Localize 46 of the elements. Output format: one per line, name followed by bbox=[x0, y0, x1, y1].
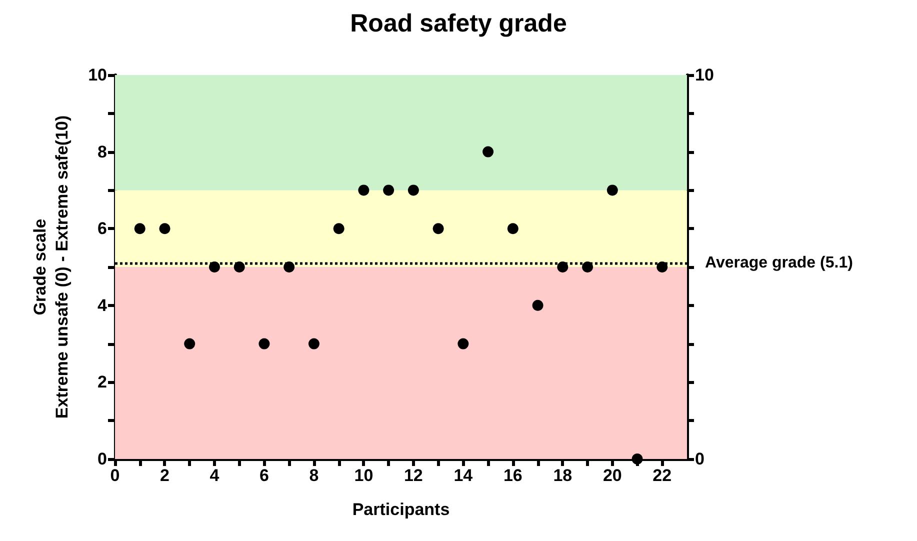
y2-tick-label: 0 bbox=[695, 450, 704, 468]
x-tick-label: 6 bbox=[259, 466, 269, 485]
y-tick-label: 10 bbox=[88, 66, 107, 84]
point bbox=[557, 262, 568, 272]
x-tick-label: 10 bbox=[354, 466, 374, 485]
point bbox=[184, 338, 196, 350]
ref-line-label: Average grade (5.1) bbox=[705, 254, 853, 272]
x-tick-label: 0 bbox=[110, 466, 120, 485]
point bbox=[507, 223, 518, 234]
x-axis-title: Participants bbox=[352, 500, 450, 519]
point bbox=[656, 262, 668, 272]
y-axis-title: Grade scale Extreme unsafe (0) - Extreme safe(10) bbox=[30, 115, 72, 419]
y-tick-label: 4 bbox=[98, 296, 108, 315]
point bbox=[284, 262, 295, 272]
point bbox=[432, 223, 444, 234]
point bbox=[458, 338, 469, 350]
point bbox=[234, 262, 245, 272]
x-tick-label: 8 bbox=[309, 466, 319, 485]
y-tick-label: 6 bbox=[98, 219, 107, 238]
chart-title: Road safety grade bbox=[350, 10, 567, 38]
x-tick-label: 16 bbox=[503, 466, 522, 485]
point bbox=[159, 223, 170, 234]
y-tick-label: 8 bbox=[98, 142, 107, 162]
point bbox=[358, 184, 370, 196]
x-tick-label: 4 bbox=[210, 466, 220, 485]
point bbox=[208, 262, 220, 272]
point bbox=[333, 223, 344, 234]
y-tick-label: 0 bbox=[98, 450, 107, 468]
point bbox=[258, 338, 270, 350]
point bbox=[582, 262, 594, 272]
y2-tick-label: 10 bbox=[695, 66, 714, 84]
x-tick-label: 22 bbox=[652, 466, 672, 485]
x-tick-label: 2 bbox=[160, 466, 170, 485]
x-tick-label: 14 bbox=[454, 466, 474, 485]
point bbox=[606, 184, 618, 196]
point bbox=[632, 454, 643, 464]
point bbox=[532, 300, 544, 311]
point bbox=[383, 184, 394, 196]
x-tick-label: 18 bbox=[553, 466, 572, 485]
point bbox=[482, 146, 494, 158]
point bbox=[408, 184, 419, 196]
x-tick-label: 20 bbox=[602, 466, 622, 485]
y-tick-label: 2 bbox=[98, 372, 107, 392]
x-tick-label: 12 bbox=[404, 466, 423, 485]
point bbox=[308, 338, 320, 350]
point bbox=[134, 223, 146, 234]
